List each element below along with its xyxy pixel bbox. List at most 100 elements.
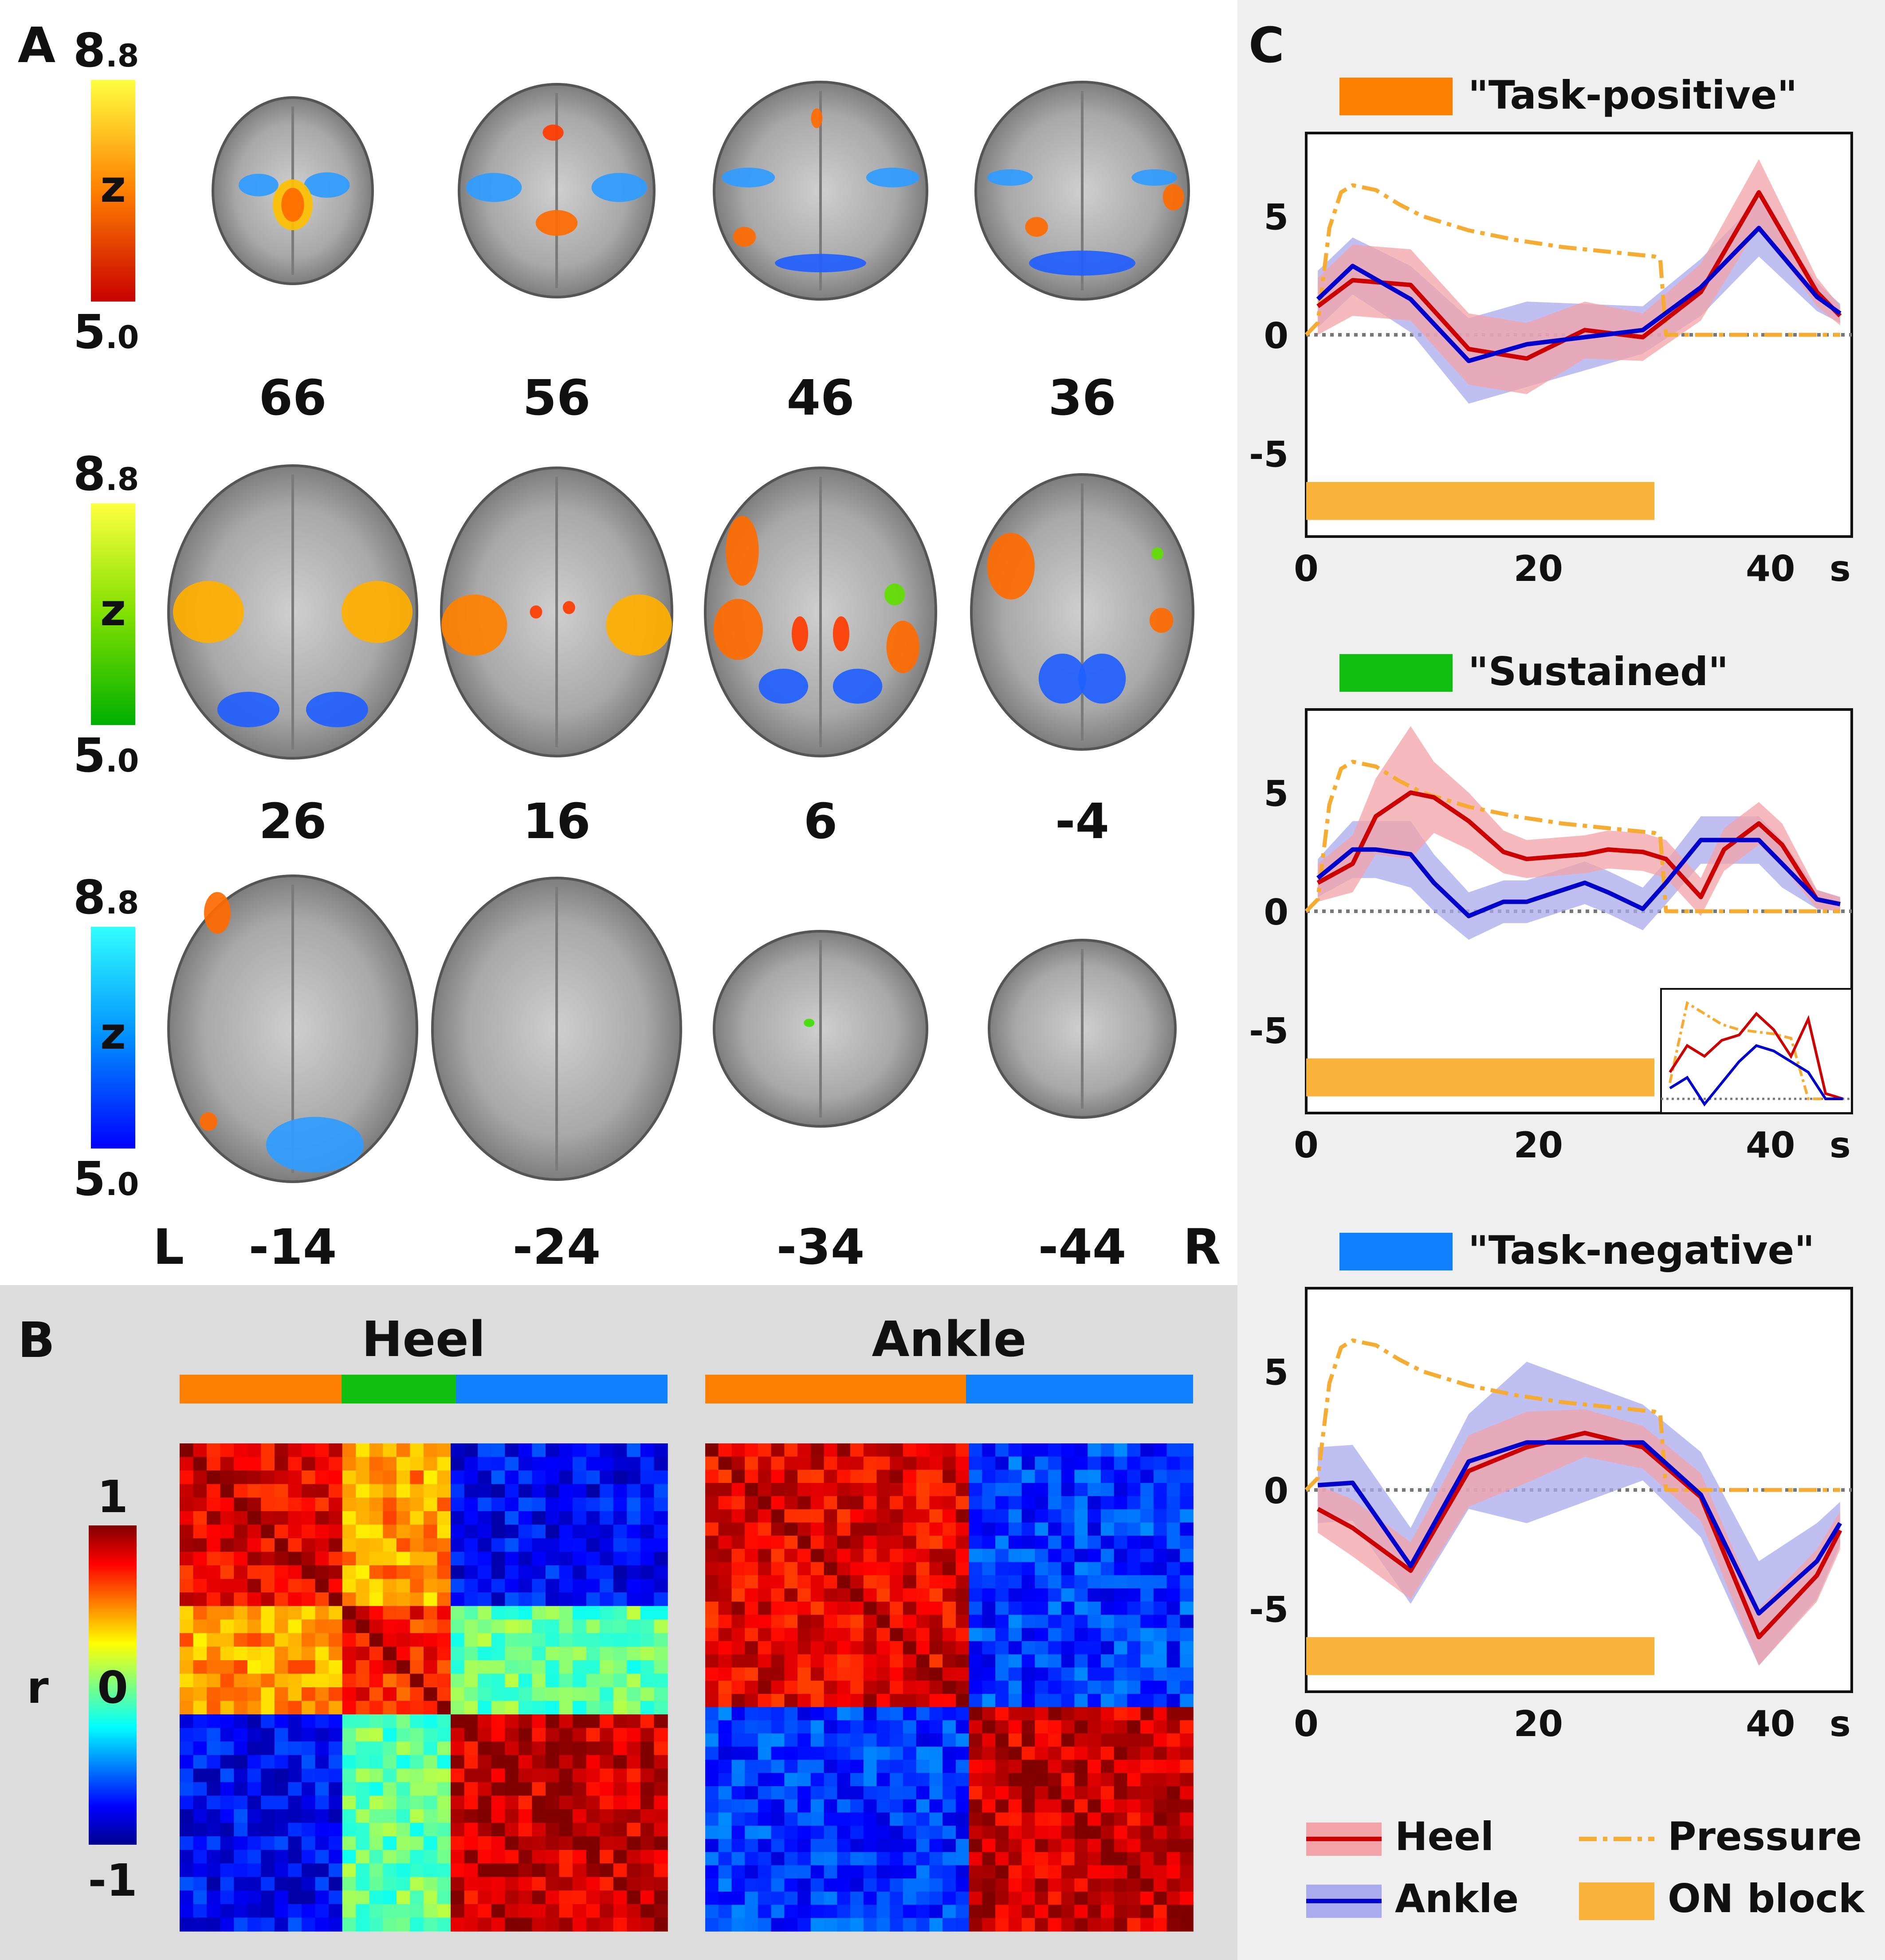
matrix-cell — [969, 1918, 983, 1932]
matrix-cell — [1061, 1562, 1075, 1576]
matrix-cell — [451, 1443, 465, 1458]
matrix-cell — [824, 1615, 838, 1628]
matrix-cell — [797, 1470, 811, 1483]
matrix-cell — [627, 1538, 641, 1552]
matrix-cell — [302, 1579, 316, 1593]
matrix-cell — [654, 1701, 668, 1715]
matrix-cell — [1074, 1548, 1088, 1563]
matrix-cell — [876, 1667, 890, 1681]
matrix-cell — [824, 1812, 838, 1826]
matrix-cell — [929, 1483, 943, 1497]
matrix-cell — [288, 1484, 302, 1498]
matrix-cell — [532, 1755, 546, 1769]
matrix-cell — [837, 1536, 851, 1549]
matrix-cell — [810, 1786, 825, 1800]
matrix-cell — [1114, 1733, 1128, 1747]
matrix-cell — [369, 1768, 384, 1783]
matrix-cell — [745, 1812, 758, 1826]
matrix-cell — [410, 1904, 424, 1918]
matrix-cell — [1061, 1470, 1075, 1483]
matrix-cell — [969, 1838, 983, 1853]
matrix-cell — [180, 1484, 194, 1498]
matrix-cell — [995, 1483, 1009, 1497]
matrix-cell — [220, 1714, 235, 1729]
matrix-cell — [903, 1891, 917, 1905]
matrix-cell — [850, 1509, 864, 1523]
matrix-cell — [810, 1588, 825, 1602]
matrix-cell — [586, 1890, 601, 1905]
activation-cluster — [884, 583, 905, 606]
matrix-cell — [718, 1812, 732, 1826]
matrix-cell — [955, 1615, 970, 1628]
matrix-cell — [1088, 1812, 1101, 1826]
matrix-cell — [1074, 1681, 1088, 1694]
matrix-cell — [903, 1826, 917, 1839]
matrix-cell — [1061, 1548, 1075, 1563]
matrix-cell — [1166, 1838, 1180, 1853]
matrix-cell — [1035, 1878, 1049, 1892]
matrix-cell — [876, 1470, 890, 1483]
matrix-cell — [613, 1484, 628, 1498]
matrix-cell — [1127, 1786, 1141, 1800]
brain-slice — [167, 464, 418, 760]
matrix-cell — [220, 1863, 235, 1878]
matrix-cell — [437, 1890, 451, 1905]
matrix-cell — [1048, 1667, 1062, 1681]
matrix-cell — [383, 1701, 397, 1715]
matrix-cell — [505, 1714, 519, 1729]
matrix-cell — [559, 1782, 573, 1796]
matrix-cell — [916, 1878, 930, 1892]
matrix-cell — [1074, 1654, 1088, 1668]
heel-network-bar-task-positive — [180, 1375, 342, 1403]
matrix-cell — [718, 1918, 732, 1932]
matrix-cell — [1127, 1746, 1141, 1760]
matrix-cell — [613, 1606, 628, 1620]
matrix-cell — [586, 1484, 601, 1498]
matrix-cell — [1061, 1891, 1075, 1905]
matrix-cell — [356, 1511, 370, 1525]
matrix-cell — [518, 1511, 533, 1525]
matrix-cell — [942, 1720, 956, 1734]
matrix-cell — [1140, 1509, 1154, 1523]
matrix-cell — [1100, 1575, 1115, 1589]
matrix-cell — [424, 1457, 438, 1471]
activation-cluster — [775, 254, 866, 273]
matrix-cell — [437, 1850, 451, 1864]
matrix-cell — [180, 1877, 194, 1891]
matrix-cell — [478, 1511, 492, 1525]
matrix-cell — [193, 1443, 207, 1458]
matrix-cell — [942, 1878, 956, 1892]
matrix-cell — [627, 1674, 641, 1688]
matrix-cell — [546, 1511, 560, 1525]
matrix-cell — [640, 1823, 655, 1837]
matrix-cell — [261, 1687, 275, 1701]
matrix-cell — [586, 1674, 601, 1688]
matrix-cell — [1035, 1562, 1049, 1576]
matrix-cell — [1114, 1536, 1128, 1549]
matrix-cell — [546, 1714, 560, 1729]
matrix-cell — [396, 1525, 411, 1539]
matrix-cell — [315, 1917, 329, 1932]
matrix-cell — [784, 1562, 798, 1576]
matrix-cell — [180, 1470, 194, 1485]
matrix-cell — [955, 1509, 970, 1523]
matrix-cell — [302, 1565, 316, 1580]
matrix-cell — [784, 1891, 798, 1905]
matrix-cell — [1166, 1891, 1180, 1905]
activation-cluster — [217, 692, 279, 727]
matrix-cell — [810, 1641, 825, 1655]
matrix-cell — [586, 1782, 601, 1796]
matrix-cell — [559, 1836, 573, 1850]
matrix-cell — [396, 1579, 411, 1593]
matrix-cell — [1140, 1483, 1154, 1497]
matrix-cell — [329, 1850, 343, 1864]
r-colorbar-gradient — [89, 1525, 137, 1845]
matrix-cell — [207, 1863, 221, 1878]
matrix-cell — [1166, 1588, 1180, 1602]
matrix-cell — [1035, 1707, 1049, 1721]
x-unit-label: s — [1830, 1125, 1851, 1166]
matrix-cell — [505, 1619, 519, 1634]
matrix-cell — [824, 1522, 838, 1536]
matrix-cell — [1140, 1443, 1154, 1457]
matrix-cell — [288, 1714, 302, 1729]
